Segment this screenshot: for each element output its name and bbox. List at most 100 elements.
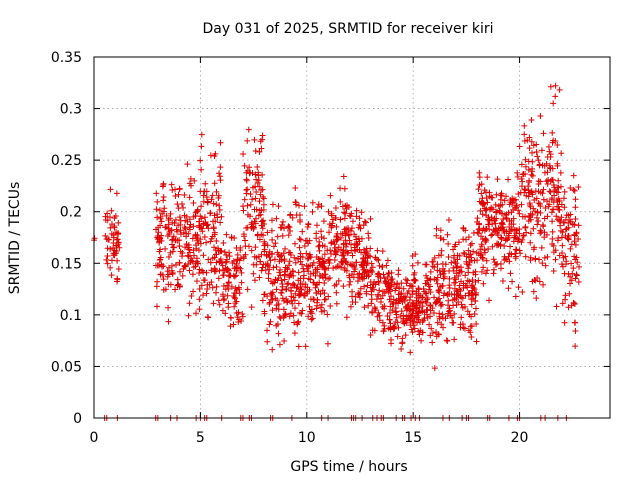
axes	[93, 56, 611, 419]
data-point	[415, 290, 422, 297]
data-point	[108, 272, 115, 279]
data-point	[339, 203, 346, 210]
data-point	[537, 112, 544, 119]
data-point	[481, 246, 488, 253]
data-point	[549, 129, 556, 136]
data-point	[184, 161, 191, 168]
data-point	[379, 248, 386, 255]
data-point	[284, 265, 291, 272]
data-point	[348, 262, 355, 269]
data-point	[160, 286, 167, 293]
data-point	[408, 326, 415, 333]
data-point	[465, 234, 472, 241]
data-point	[182, 225, 189, 232]
data-point	[489, 243, 496, 250]
data-point	[424, 296, 431, 303]
data-point	[477, 207, 484, 214]
data-point	[111, 223, 118, 230]
x-tick-label: 15	[404, 430, 422, 446]
data-point	[361, 218, 368, 225]
y-tick-label: 0.3	[60, 102, 82, 118]
data-point	[571, 300, 578, 307]
chart-title: Day 031 of 2025, SRMTID for receiver kir…	[202, 21, 493, 37]
data-point	[358, 209, 365, 216]
data-point	[289, 300, 296, 307]
data-point	[327, 192, 334, 199]
data-point	[333, 223, 340, 230]
data-point	[533, 295, 540, 302]
data-point	[266, 266, 273, 273]
data-point	[266, 248, 273, 255]
data-point	[567, 245, 574, 252]
data-point	[553, 303, 560, 310]
data-point	[392, 318, 399, 325]
data-point	[181, 263, 188, 270]
data-point	[201, 214, 208, 221]
data-point	[283, 296, 290, 303]
y-tick-label: 0.2	[60, 205, 82, 221]
y-tick-label: 0.15	[51, 256, 82, 272]
data-point	[351, 231, 358, 238]
data-point	[437, 271, 444, 278]
data-point	[552, 93, 559, 100]
data-point	[223, 231, 230, 238]
data-point	[531, 197, 538, 204]
y-axis-label: SRMTID / TECUs	[7, 182, 23, 295]
data-points	[91, 82, 583, 372]
data-point	[503, 193, 510, 200]
data-point	[218, 213, 225, 220]
data-point	[570, 300, 577, 307]
data-point	[324, 340, 331, 347]
data-point	[389, 281, 396, 288]
data-point	[157, 271, 164, 278]
data-point	[296, 244, 303, 251]
data-point	[575, 222, 582, 229]
data-point	[429, 258, 436, 265]
data-point	[384, 274, 391, 281]
data-point	[403, 280, 410, 287]
x-tick-label: 5	[196, 430, 205, 446]
data-point	[476, 174, 483, 181]
data-point	[244, 286, 251, 293]
data-point	[474, 229, 481, 236]
data-point	[415, 310, 422, 317]
data-point	[341, 209, 348, 216]
data-point	[550, 206, 557, 213]
data-point	[518, 175, 525, 182]
data-point	[559, 229, 566, 236]
data-point	[316, 238, 323, 245]
data-point	[415, 285, 422, 292]
data-point	[431, 294, 438, 301]
data-point	[234, 257, 241, 264]
data-point	[176, 237, 183, 244]
data-point	[104, 252, 111, 259]
data-point	[446, 282, 453, 289]
data-point	[208, 196, 215, 203]
data-point	[259, 171, 266, 178]
data-point	[177, 268, 184, 275]
data-point	[347, 303, 354, 310]
data-point	[541, 169, 548, 176]
data-point	[476, 198, 483, 205]
data-point	[560, 263, 567, 270]
data-point	[272, 240, 279, 247]
data-point	[468, 240, 475, 247]
data-point	[338, 234, 345, 241]
data-point	[210, 224, 217, 231]
data-point	[251, 277, 258, 284]
data-point	[315, 255, 322, 262]
data-point	[309, 315, 316, 322]
data-point	[227, 314, 234, 321]
data-point	[316, 272, 323, 279]
data-point	[154, 198, 161, 205]
data-point	[231, 294, 238, 301]
data-point	[434, 319, 441, 326]
data-point	[333, 300, 340, 307]
data-point	[446, 307, 453, 314]
data-point	[415, 328, 422, 335]
data-point	[240, 253, 247, 260]
data-point	[528, 189, 535, 196]
data-point	[249, 170, 256, 177]
data-point	[163, 212, 170, 219]
data-point	[516, 143, 523, 150]
